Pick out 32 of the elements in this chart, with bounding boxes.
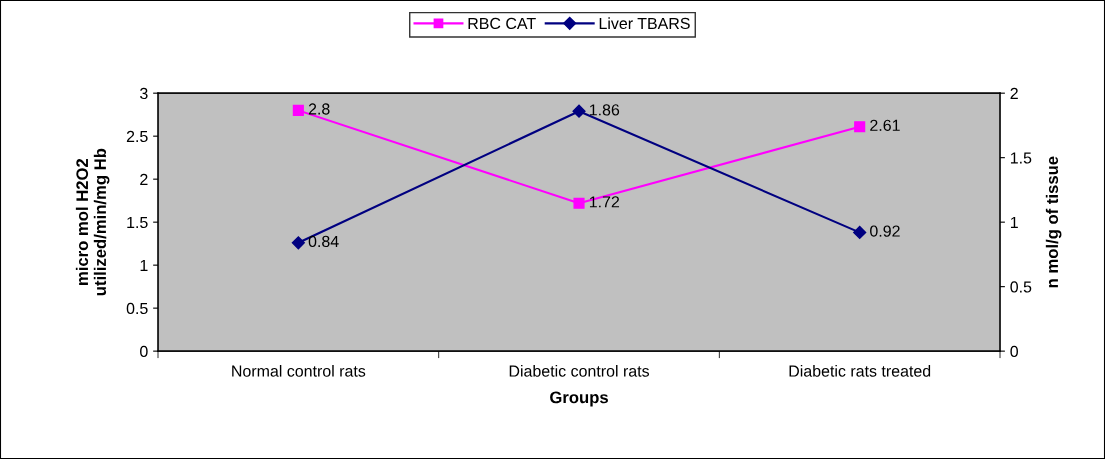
point xyxy=(854,121,866,133)
y2-axis-title: n mol/g of tissue xyxy=(1045,156,1062,288)
y-tick-label: 0.5 xyxy=(126,302,148,315)
point xyxy=(573,197,585,209)
y-axis-title: micro mol H2O2 utilized/min/mg Hb xyxy=(75,148,110,296)
x-tick-label: Diabetic rats treated xyxy=(789,365,931,377)
data-label: 1.86 xyxy=(589,104,620,116)
y-tick-label: 1.5 xyxy=(127,216,148,229)
x-tick-label: Diabetic control rats xyxy=(509,365,650,377)
point xyxy=(291,236,305,250)
point xyxy=(292,104,304,116)
y2-tick-label: 1.5 xyxy=(1010,152,1032,164)
legend-label: RBC CAT xyxy=(468,17,536,30)
y2-tick-label: 1 xyxy=(1010,216,1018,228)
data-label: 2.61 xyxy=(870,119,900,131)
y-tick-label: 1 xyxy=(140,259,148,271)
data-label: 0.92 xyxy=(870,225,900,237)
y2-tick-label: 0.5 xyxy=(1010,281,1032,293)
y-tick-label: 3 xyxy=(140,87,148,100)
legend-label: Liver TBARS xyxy=(599,17,690,30)
data-label: 1.72 xyxy=(589,196,620,208)
x-axis-title: Groups xyxy=(550,391,608,407)
y-tick-label: 2 xyxy=(140,173,148,185)
data-label: 2.8 xyxy=(308,103,330,115)
point xyxy=(572,104,586,118)
data-label: 0.84 xyxy=(308,235,339,248)
x-tick-label: Normal control rats xyxy=(232,365,366,377)
y2-tick-label: 0 xyxy=(1010,345,1019,358)
point xyxy=(853,225,867,240)
y-tick-label: 2.5 xyxy=(126,130,148,143)
y-tick-label: 0 xyxy=(140,345,148,358)
y2-tick-label: 2 xyxy=(1010,87,1018,99)
